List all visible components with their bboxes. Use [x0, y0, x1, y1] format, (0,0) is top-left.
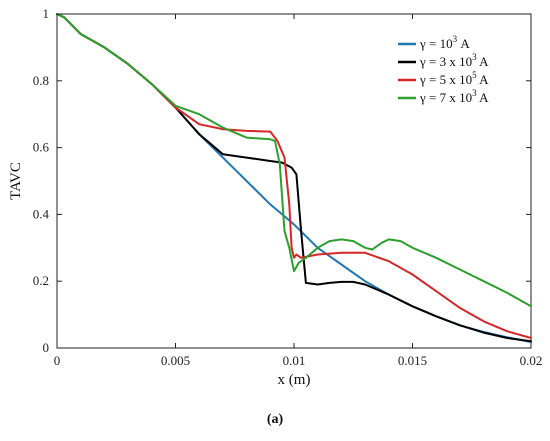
legend-label-1: γ = 103 A	[419, 34, 470, 51]
x-tick-label: 0.005	[161, 353, 190, 368]
legend-label-3: γ = 5 x 105 A	[419, 70, 489, 87]
legend-label-2: γ = 3 x 103 A	[419, 52, 489, 69]
x-tick-label: 0.01	[283, 353, 306, 368]
series-lines	[56, 13, 532, 343]
x-axis-ticks: 0 0.005 0.01 0.015 0.02	[54, 14, 543, 368]
y-tick-label: 0.4	[33, 206, 50, 221]
y-tick-label: 1	[43, 6, 50, 21]
y-axis-ticks: 0 0.2 0.4 0.6 0.8 1	[33, 6, 531, 355]
legend-label-4: γ = 7 x 103 A	[419, 88, 489, 105]
figure-caption: (a)	[266, 412, 284, 427]
x-tick-label: 0.015	[398, 353, 427, 368]
y-tick-label: 0.8	[33, 73, 49, 88]
y-tick-label: 0.2	[33, 273, 49, 288]
series-line-4	[56, 13, 532, 308]
tavc-line-chart: 0 0.005 0.01 0.015 0.02 0 0.2 0.4 0.6 0.8 1 x (m)…	[8, 6, 543, 388]
legend: γ = 103 Aγ = 3 x 103 Aγ = 5 x 105 Aγ = 7…	[398, 34, 489, 105]
y-axis-label: TAVC	[8, 162, 24, 200]
x-tick-label: 0	[54, 353, 61, 368]
y-tick-label: 0.6	[33, 140, 50, 155]
x-axis-label: x (m)	[278, 372, 311, 388]
y-tick-label: 0	[43, 340, 50, 355]
x-tick-label: 0.02	[520, 353, 543, 368]
